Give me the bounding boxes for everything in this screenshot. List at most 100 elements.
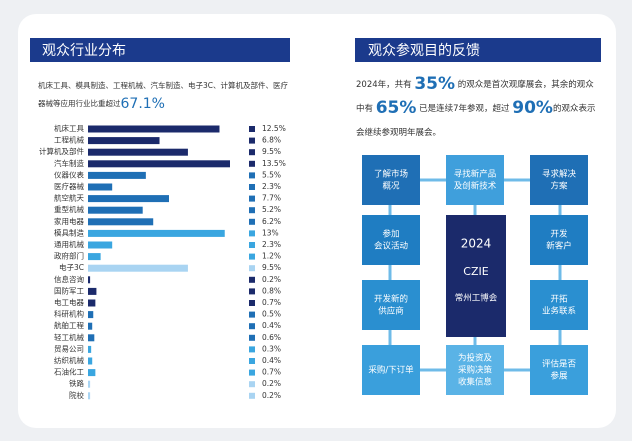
node-label: 寻找新产品 <box>454 169 497 180</box>
bar <box>88 392 91 400</box>
category-label: 重型机械 <box>54 204 84 214</box>
bar <box>88 241 113 249</box>
legend-swatch <box>249 265 255 272</box>
node-label: 业务联系 <box>542 306 576 317</box>
value-label: 12.5% <box>262 124 286 133</box>
paragraph-text: 会继续参观明年展会。 <box>356 127 441 138</box>
paragraph-text: 的观众表示 <box>553 103 596 114</box>
bar <box>88 160 230 168</box>
category-label: 院校 <box>69 390 84 400</box>
value-label: 0.2% <box>262 379 281 388</box>
legend-swatch <box>249 253 255 260</box>
category-label: 信息咨询 <box>54 274 84 284</box>
node-box <box>530 280 588 330</box>
bar <box>88 206 143 214</box>
intro: 机床工具、模具制造、工程机械、汽车制造、电子3C、计算机及部件、医疗 <box>38 80 289 90</box>
highlight: 90% <box>512 98 553 118</box>
node-box <box>362 280 420 330</box>
value-label: 6.8% <box>262 136 281 145</box>
node-label: 会议活动 <box>374 241 409 252</box>
value-label: 0.4% <box>262 356 281 365</box>
legend-swatch <box>249 323 255 330</box>
node-box <box>530 215 588 265</box>
node-label: 开拓 <box>550 294 568 305</box>
value-label: 9.5% <box>262 147 281 156</box>
legend-swatch <box>249 242 255 248</box>
bar <box>88 287 97 295</box>
legend-swatch <box>249 195 255 202</box>
value-label: 5.5% <box>262 170 281 179</box>
value-label: 0.8% <box>262 286 281 295</box>
intro: 器械等应用行业比重超过67.1% <box>38 96 165 112</box>
value-label: 1.2% <box>262 252 281 261</box>
value-label: 0.4% <box>262 321 281 330</box>
node-label: 了解市场 <box>374 169 408 180</box>
legend-swatch <box>249 300 255 306</box>
bar <box>88 229 225 237</box>
node-box <box>362 345 420 395</box>
highlight: 65% <box>376 98 417 118</box>
legend-swatch <box>249 334 255 341</box>
category-label: 贸易公司 <box>54 343 84 353</box>
legend-swatch <box>249 218 255 225</box>
category-label: 电子3C <box>59 262 84 272</box>
legend-swatch <box>249 276 255 283</box>
legend-swatch <box>249 160 255 167</box>
category-label: 石油化工 <box>54 367 84 377</box>
category-label: 医疗器械 <box>54 181 84 191</box>
value-label: 6.2% <box>262 217 281 226</box>
node-label: 新客户 <box>546 241 572 252</box>
paragraph-text: 2024年，共有 <box>356 79 414 90</box>
feedback-title: 观众参观目的反馈 <box>368 42 480 59</box>
category-label: 工程机械 <box>54 135 84 145</box>
bar <box>88 171 146 179</box>
value-label: 0.7% <box>262 368 281 377</box>
chart-title: 观众行业分布 <box>42 43 126 59</box>
paragraph: 2024年，共有 35% 的观众是首次观摩展会，其余的观众 <box>356 74 594 94</box>
bar <box>88 334 95 342</box>
center-box <box>446 215 506 337</box>
category-label: 纺织机械 <box>54 355 84 365</box>
value-label: 13.5% <box>262 159 286 168</box>
node-label: 采购/下订单 <box>368 365 414 376</box>
value-label: 0.2% <box>262 275 281 284</box>
node-label: 收集信息 <box>458 377 493 388</box>
paragraph: 会继续参观明年展会。 <box>356 127 441 138</box>
node-label: 为投资及 <box>458 353 493 364</box>
value-label: 0.2% <box>262 391 281 400</box>
legend-swatch <box>249 381 255 388</box>
bar <box>88 148 188 156</box>
legend-swatch <box>249 172 255 179</box>
legend-swatch <box>249 126 255 132</box>
value-label: 7.7% <box>262 194 281 203</box>
node-label: 开发 <box>550 229 568 240</box>
legend-swatch <box>249 207 255 214</box>
intro-highlight: 67.1% <box>121 96 165 112</box>
paragraph-text: 中有 <box>356 103 376 114</box>
bar <box>88 253 101 261</box>
paragraph: 中有 65% 已是连续7年参观，超过 90%的观众表示 <box>356 98 595 118</box>
legend-swatch <box>249 311 255 318</box>
intro: 器械等应用行业比重超过 <box>38 98 121 108</box>
node-label: 方案 <box>550 181 568 192</box>
category-label: 铁路 <box>69 378 84 388</box>
title-bar <box>30 38 290 62</box>
category-label: 机床工具 <box>54 123 84 133</box>
value-label: 0.3% <box>262 344 281 353</box>
category-label: 通用机械 <box>54 239 84 249</box>
center-text: CZIE <box>463 265 488 278</box>
node-label: 评估是否 <box>542 359 577 370</box>
legend-swatch <box>249 369 255 376</box>
category-label: 航空航天 <box>54 193 84 203</box>
node-label: 供应商 <box>378 306 404 317</box>
node-box <box>530 345 588 395</box>
bar <box>88 322 93 330</box>
bar <box>88 218 154 226</box>
bar <box>88 276 91 284</box>
node-box <box>530 155 588 205</box>
node-box <box>446 345 504 395</box>
node-label: 开发新的 <box>374 294 408 305</box>
legend-swatch <box>249 358 255 364</box>
bar <box>88 345 92 353</box>
category-label: 轻工机械 <box>54 332 84 342</box>
